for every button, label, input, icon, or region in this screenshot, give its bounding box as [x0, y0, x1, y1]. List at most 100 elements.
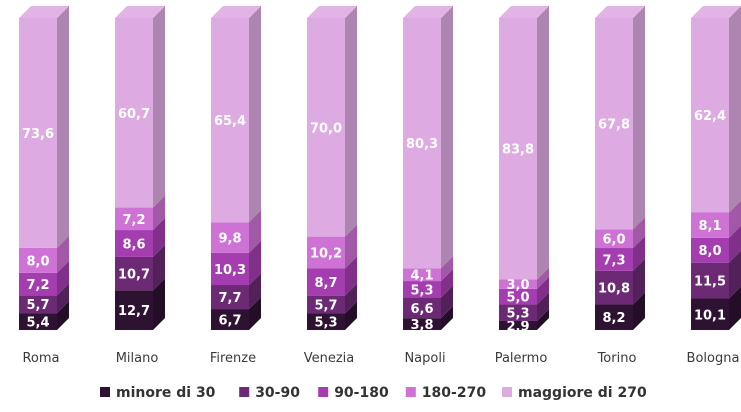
data-label-milano-maggiore-di-270: 60,7	[118, 107, 150, 122]
bar-segment-milano-maggiore-di-270	[115, 6, 165, 208]
bar-segment-torino-90-180	[595, 236, 645, 271]
bar-bologna: 10,1 11,5 8,0 8,1 62,4	[691, 6, 741, 330]
data-label-palermo-minore-di-30: 2,9	[506, 319, 529, 334]
category-label-firenze: Firenze	[210, 351, 256, 366]
bar-segment-milano-30-90	[115, 244, 165, 291]
bar-segment-roma-30-90	[19, 283, 69, 314]
data-label-roma-90-180: 7,2	[26, 278, 49, 293]
data-label-milano-minore-di-30: 12,7	[118, 304, 150, 319]
bar-milano: 12,7 10,7 8,6 7,2 60,7	[115, 6, 165, 330]
bar-segment-torino-minore-di-30	[595, 292, 645, 330]
bar-segment-torino-30-90	[595, 258, 645, 305]
bar-segment-bologna-minore-di-30	[691, 286, 741, 330]
legend: minore di 30 30-90 90-180 180-270 maggiore d…	[100, 385, 647, 401]
bar-segment-napoli-maggiore-di-270	[403, 6, 453, 269]
bar-segment-roma-90-180	[19, 260, 69, 296]
bar-palermo: 2,95,35,03,0 83,8	[499, 6, 549, 334]
data-label-roma-maggiore-di-270: 73,6	[22, 127, 54, 142]
category-label-palermo: Palermo	[495, 351, 548, 366]
data-label-firenze-minore-di-30: 6,7	[218, 314, 241, 329]
bar-segment-napoli-90-180	[403, 269, 453, 298]
bar-segment-venezia-maggiore-di-270	[307, 6, 357, 237]
data-label-venezia-minore-di-30: 5,3	[314, 316, 337, 331]
data-label-roma-180-270: 8,0	[26, 254, 49, 269]
bar-segment-torino-maggiore-di-270	[595, 6, 645, 230]
data-label-napoli-90-180: 5,3	[410, 283, 433, 298]
category-label-torino: Torino	[597, 351, 637, 366]
data-label-milano-180-270: 7,2	[122, 213, 145, 228]
data-label-napoli-180-270: 4,1	[410, 269, 433, 284]
data-label-torino-30-90: 10,8	[598, 282, 630, 297]
legend-label-minore-di-30: minore di 30	[116, 385, 216, 401]
category-label-roma: Roma	[22, 351, 59, 366]
bar-segment-napoli-minore-di-30	[403, 306, 453, 330]
bars-layer: 5,4 5,7 7,2 8,0 73,6 12,7 10,7 8,6 7,2 60,7 6,7 7,7…	[19, 6, 741, 334]
bar-segment-palermo-minore-di-30	[499, 308, 549, 330]
bar-segment-roma-minore-di-30	[19, 301, 69, 330]
bar-segment-palermo-maggiore-di-270	[499, 6, 549, 280]
legend-item-maggiore-di-270: maggiore di 270	[502, 385, 647, 401]
legend-swatch-maggiore-di-270	[502, 387, 512, 397]
category-label-venezia: Venezia	[304, 351, 355, 366]
data-label-bologna-180-270: 8,1	[698, 219, 721, 234]
bar-segment-bologna-90-180	[691, 225, 741, 263]
data-label-torino-180-270: 6,0	[602, 233, 625, 248]
legend-label-90-180: 90-180	[334, 385, 389, 401]
legend-label-30-90: 30-90	[255, 385, 300, 401]
bar-segment-milano-90-180	[115, 218, 165, 257]
bar-venezia: 5,3 5,7 8,7 10,2 70,0	[307, 6, 357, 331]
data-label-torino-minore-di-30: 8,2	[602, 311, 625, 326]
bar-segment-firenze-180-270	[211, 210, 261, 253]
bar-segment-firenze-30-90	[211, 273, 261, 310]
legend-item-90-180: 90-180	[318, 385, 389, 401]
bar-segment-milano-180-270	[115, 195, 165, 231]
data-label-torino-90-180: 7,3	[602, 253, 625, 268]
data-label-firenze-90-180: 10,3	[214, 263, 246, 278]
bar-segment-palermo-180-270	[499, 267, 549, 289]
bar-segment-torino-180-270	[595, 217, 645, 249]
data-label-venezia-30-90: 5,7	[314, 299, 337, 314]
bar-torino: 8,2 10,8 7,3 6,0 67,8	[595, 6, 645, 330]
legend-item-180-270: 180-270	[405, 385, 487, 401]
data-label-bologna-maggiore-di-270: 62,4	[694, 109, 726, 124]
data-label-bologna-30-90: 11,5	[694, 275, 726, 290]
bar-segment-roma-180-270	[19, 235, 69, 273]
data-label-milano-90-180: 8,6	[122, 237, 145, 252]
bar-firenze: 6,7 7,7 10,3 9,8 65,4	[211, 6, 261, 330]
bar-napoli: 3,86,6 5,34,1 80,3	[403, 6, 453, 333]
legend-label-180-270: 180-270	[422, 385, 487, 401]
data-label-palermo-180-270: 3,0	[506, 278, 529, 293]
data-label-firenze-maggiore-di-270: 65,4	[214, 114, 246, 129]
legend-item-minore-di-30: minore di 30	[100, 385, 216, 401]
data-label-palermo-90-180: 5,0	[506, 291, 529, 306]
category-labels: Roma Milano Firenze Venezia Napoli Palermo Tor…	[22, 351, 739, 366]
legend-swatch-180-270	[405, 387, 416, 397]
data-label-venezia-180-270: 10,2	[310, 247, 342, 262]
bar-segment-roma-maggiore-di-270	[19, 6, 69, 248]
bar-segment-venezia-minore-di-30	[307, 301, 357, 330]
bar-segment-bologna-180-270	[691, 200, 741, 238]
bar-segment-napoli-180-270	[403, 256, 453, 282]
data-label-napoli-30-90: 6,6	[410, 302, 433, 317]
legend-swatch-30-90	[239, 387, 250, 397]
data-label-venezia-90-180: 8,7	[314, 276, 337, 291]
bar-segment-firenze-maggiore-di-270	[211, 6, 261, 223]
bar-segment-bologna-maggiore-di-270	[691, 6, 741, 213]
data-label-roma-30-90: 5,7	[26, 298, 49, 313]
category-label-milano: Milano	[116, 351, 159, 366]
category-label-napoli: Napoli	[404, 351, 445, 366]
data-label-firenze-180-270: 9,8	[218, 232, 241, 247]
bar-segment-firenze-minore-di-30	[211, 297, 261, 330]
bar-segment-napoli-30-90	[403, 285, 453, 319]
data-label-palermo-maggiore-di-270: 83,8	[502, 143, 534, 158]
legend-swatch-minore-di-30	[100, 387, 110, 397]
data-label-milano-30-90: 10,7	[118, 268, 150, 283]
data-label-firenze-30-90: 7,7	[218, 291, 241, 306]
data-label-torino-maggiore-di-270: 67,8	[598, 118, 630, 133]
data-label-napoli-minore-di-30: 3,8	[410, 318, 433, 333]
legend-item-30-90: 30-90	[239, 385, 300, 401]
bar-segment-firenze-90-180	[211, 240, 261, 286]
bar-segment-venezia-90-180	[307, 256, 357, 296]
category-label-bologna: Bologna	[687, 351, 740, 366]
